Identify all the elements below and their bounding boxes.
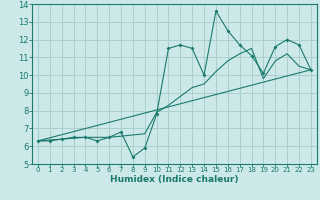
X-axis label: Humidex (Indice chaleur): Humidex (Indice chaleur) [110,175,239,184]
